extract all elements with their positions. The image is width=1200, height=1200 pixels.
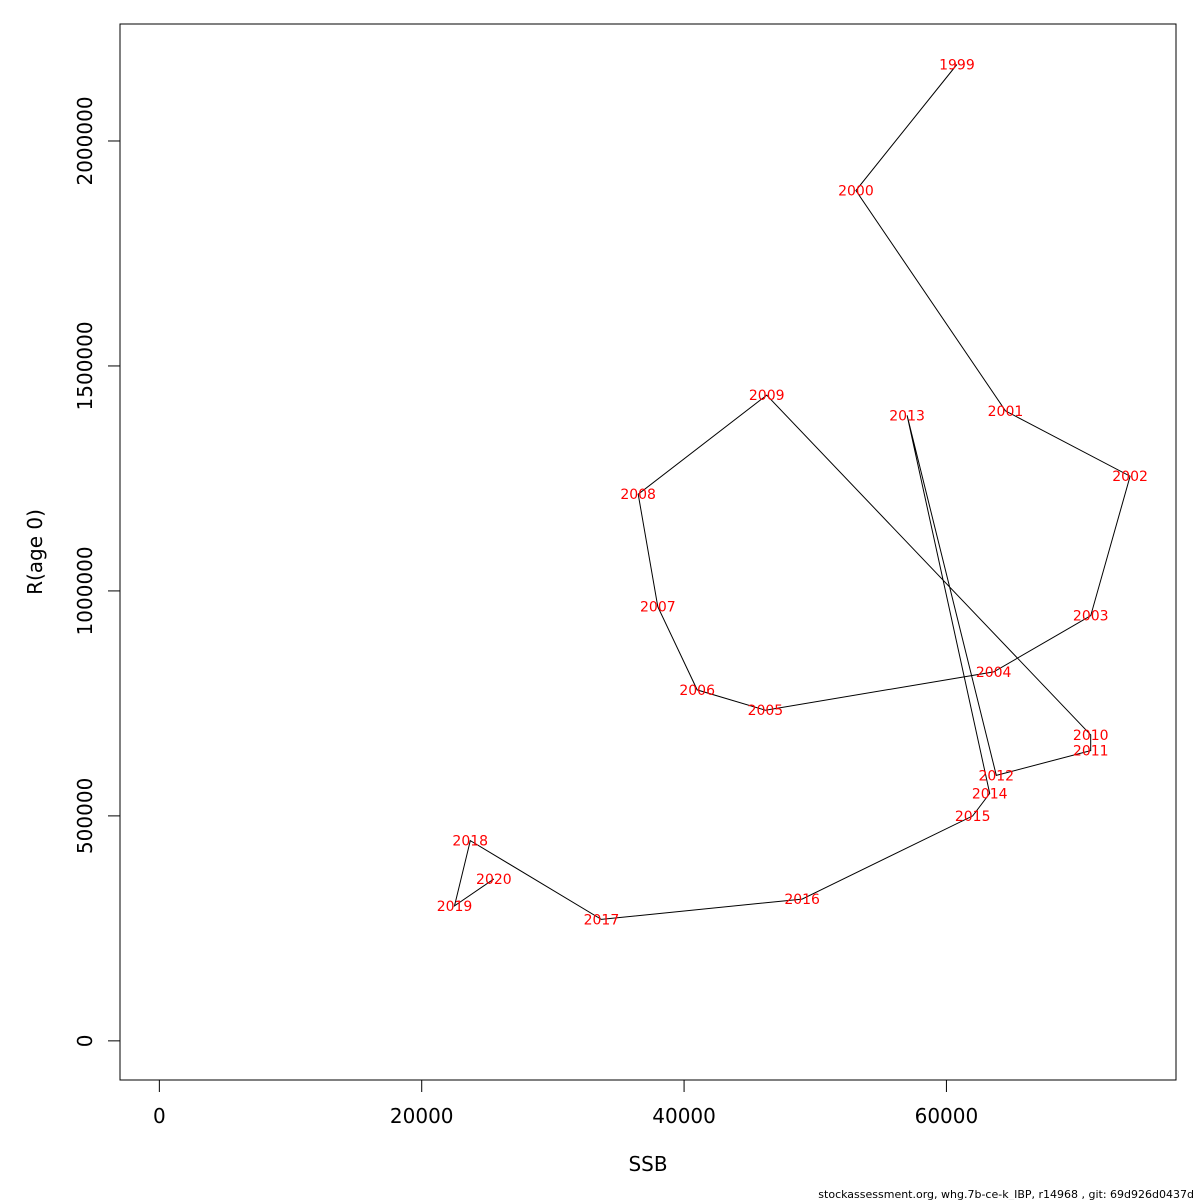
- point-label-2012: 2012: [978, 768, 1014, 784]
- x-tick-label: 20000: [390, 1104, 454, 1128]
- point-label-2006: 2006: [679, 683, 715, 699]
- y-axis: 0 500000 1000000 1500000 2000000: [73, 96, 121, 1047]
- point-label-2002: 2002: [1112, 469, 1148, 485]
- x-axis: 0 20000 40000 60000: [153, 1079, 979, 1128]
- y-tick-label: 1500000: [73, 321, 97, 410]
- point-label-2018: 2018: [452, 834, 488, 850]
- point-label-2000: 2000: [838, 183, 874, 199]
- point-label-2008: 2008: [620, 487, 656, 503]
- point-label-2005: 2005: [748, 703, 784, 719]
- point-label-2016: 2016: [784, 892, 820, 908]
- series-path: [453, 64, 1131, 920]
- x-axis-title: SSB: [628, 1152, 667, 1176]
- point-labels: 1999 2000 2001 2002 2003 2004 2005 2006 2007 2008…: [437, 57, 1148, 928]
- y-tick-label: 500000: [73, 778, 97, 854]
- point-label-2004: 2004: [976, 665, 1012, 681]
- point-label-2003: 2003: [1073, 609, 1109, 625]
- point-label-2001: 2001: [988, 404, 1024, 420]
- series-line: [453, 64, 1131, 920]
- x-tick-label: 60000: [915, 1104, 979, 1128]
- y-tick-label: 1000000: [73, 546, 97, 635]
- point-label-2020: 2020: [476, 872, 512, 888]
- point-label-2014: 2014: [972, 786, 1008, 802]
- point-label-2019: 2019: [437, 899, 473, 915]
- x-tick-label: 0: [153, 1104, 166, 1128]
- y-axis-title: R(age 0): [23, 509, 47, 595]
- point-label-2009: 2009: [749, 388, 785, 404]
- point-label-2010: 2010: [1073, 728, 1109, 744]
- y-tick-label: 2000000: [73, 96, 97, 185]
- point-label-2007: 2007: [640, 600, 676, 616]
- x-tick-label: 40000: [652, 1104, 716, 1128]
- y-tick-label: 0: [73, 1034, 97, 1047]
- point-label-2015: 2015: [955, 809, 991, 825]
- point-label-2011: 2011: [1073, 744, 1109, 760]
- footer-credit: stockassessment.org, whg.7b-ce-k_IBP, r1…: [818, 1188, 1194, 1200]
- point-label-1999: 1999: [939, 57, 975, 73]
- point-label-2013: 2013: [889, 408, 925, 424]
- point-label-2017: 2017: [584, 912, 620, 928]
